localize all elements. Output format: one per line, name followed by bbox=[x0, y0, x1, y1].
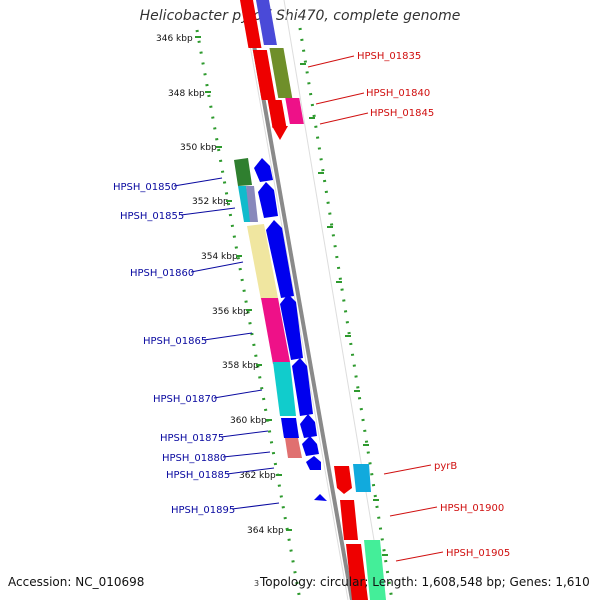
gene-hpsh-01905[interactable] bbox=[346, 544, 368, 600]
gene-hpsh-01860-b[interactable] bbox=[266, 220, 294, 298]
leader-line bbox=[220, 430, 269, 438]
scale-ticks: 346 kbp 348 kbp 350 kbp 352 kbp 354 kbp … bbox=[156, 34, 292, 536]
length-value: 1,608,548 bp; bbox=[421, 575, 506, 589]
leader-line bbox=[307, 55, 355, 68]
gene-label-hpsh-01850[interactable]: HPSH_01850 bbox=[113, 182, 177, 193]
gene-pyrb[interactable] bbox=[334, 466, 352, 494]
gene-hpsh-01865-b[interactable] bbox=[280, 294, 303, 360]
gene-hpsh-01845[interactable] bbox=[285, 98, 304, 124]
tick-label: 362 kbp bbox=[239, 471, 276, 481]
accession-info: Accession: NC_010698 bbox=[8, 575, 144, 589]
leader-line bbox=[315, 92, 365, 105]
gene-label-hpsh-01895[interactable]: HPSH_01895 bbox=[171, 505, 235, 516]
gene-pyrb-b[interactable] bbox=[353, 464, 371, 492]
leader-line bbox=[226, 467, 275, 475]
leader-line bbox=[383, 464, 432, 475]
tick-label: 356 kbp bbox=[212, 307, 249, 317]
gene-hpsh-01835-b[interactable] bbox=[269, 48, 293, 98]
gene-hpsh-01880-b[interactable] bbox=[302, 436, 319, 456]
tick-label: 346 kbp bbox=[156, 34, 193, 44]
gene-hpsh-01850[interactable] bbox=[234, 158, 252, 186]
genes-value: 1,610 bbox=[555, 575, 590, 589]
gene-hpsh-01855[interactable] bbox=[238, 186, 252, 222]
gene-hpsh-01875[interactable] bbox=[281, 418, 299, 438]
leader-line bbox=[222, 451, 271, 458]
diagram-title: Helicobacter pylori Shi470, complete gen… bbox=[139, 8, 461, 24]
gene-hpsh-01855-c[interactable] bbox=[258, 182, 278, 218]
gene-label-hpsh-01880[interactable]: HPSH_01880 bbox=[162, 453, 226, 464]
gene-hpsh-01855-b[interactable] bbox=[246, 186, 258, 222]
gene-hpsh-01895[interactable] bbox=[314, 494, 327, 501]
gene-hpsh-01830-b[interactable] bbox=[256, 0, 277, 45]
tick-label: 358 kbp bbox=[222, 361, 259, 371]
gene-label-hpsh-01845[interactable]: HPSH_01845 bbox=[370, 108, 434, 119]
gene-hpsh-01880[interactable] bbox=[285, 438, 302, 458]
gene-hpsh-01885[interactable] bbox=[306, 456, 321, 470]
topology-value: circular; bbox=[319, 575, 369, 589]
gene-hpsh-01900[interactable] bbox=[340, 500, 358, 540]
stray-tick-label: 3 bbox=[254, 579, 259, 588]
right-ticks bbox=[300, 63, 388, 556]
tick-label: 352 kbp bbox=[192, 197, 229, 207]
tick-label: 354 kbp bbox=[201, 252, 238, 262]
accession-label: Accession: bbox=[8, 575, 72, 589]
gene-hpsh-01845-arrow[interactable] bbox=[272, 126, 288, 140]
leader-line bbox=[319, 112, 369, 125]
reverse-strand-bottom bbox=[334, 464, 386, 600]
leader-line bbox=[173, 177, 223, 187]
track-edge-right bbox=[283, 0, 385, 600]
gene-hpsh-01870[interactable] bbox=[273, 362, 296, 416]
tick-label: 360 kbp bbox=[230, 416, 267, 426]
genes-label: Genes: bbox=[509, 575, 552, 589]
gene-hpsh-01875-b[interactable] bbox=[300, 414, 317, 438]
gene-label-hpsh-01840[interactable]: HPSH_01840 bbox=[366, 88, 430, 99]
gene-hpsh-01860[interactable] bbox=[247, 224, 278, 300]
tick-label: 348 kbp bbox=[168, 89, 205, 99]
leader-line bbox=[389, 506, 438, 517]
gene-label-hpsh-01855[interactable]: HPSH_01855 bbox=[120, 211, 184, 222]
tick-label: 364 kbp bbox=[247, 526, 284, 536]
gene-label-hpsh-01875[interactable]: HPSH_01875 bbox=[160, 433, 224, 444]
gene-label-hpsh-01860[interactable]: HPSH_01860 bbox=[130, 268, 194, 279]
forward-strand bbox=[234, 158, 327, 501]
gene-hpsh-01840[interactable] bbox=[267, 100, 287, 128]
gene-label-hpsh-01865[interactable]: HPSH_01865 bbox=[143, 336, 207, 347]
gene-label-hpsh-01905[interactable]: HPSH_01905 bbox=[446, 548, 510, 559]
gene-hpsh-01850-b[interactable] bbox=[254, 158, 273, 182]
gene-label-hpsh-01870[interactable]: HPSH_01870 bbox=[153, 394, 217, 405]
gene-hpsh-01830[interactable] bbox=[240, 0, 262, 48]
gene-hpsh-01870-b[interactable] bbox=[292, 358, 313, 416]
genome-summary: Topology: circular; Length: 1,608,548 bp… bbox=[260, 575, 590, 589]
leader-line bbox=[180, 207, 236, 216]
track-edge-left bbox=[241, 0, 349, 600]
leader-line bbox=[231, 502, 280, 510]
tick-label: 350 kbp bbox=[180, 143, 217, 153]
leader-line bbox=[395, 551, 444, 562]
leader-line bbox=[190, 261, 244, 273]
reverse-strand-top bbox=[240, 0, 304, 128]
gene-hpsh-01835[interactable] bbox=[252, 50, 276, 100]
right-gene-labels: HPSH_01835 HPSH_01840 HPSH_01845 pyrB HP… bbox=[307, 51, 510, 562]
gene-label-hpsh-01835[interactable]: HPSH_01835 bbox=[357, 51, 421, 62]
gene-hpsh-01905-b[interactable] bbox=[364, 540, 386, 600]
gene-label-pyrb[interactable]: pyrB bbox=[434, 461, 457, 472]
leader-line bbox=[213, 389, 263, 399]
gene-hpsh-01865[interactable] bbox=[261, 298, 290, 364]
accession-value: NC_010698 bbox=[75, 575, 145, 589]
leader-line bbox=[203, 332, 253, 341]
length-label: Length: bbox=[372, 575, 418, 589]
gene-label-hpsh-01900[interactable]: HPSH_01900 bbox=[440, 503, 504, 514]
left-gene-labels: HPSH_01850 HPSH_01855 HPSH_01860 HPSH_01… bbox=[113, 177, 280, 516]
topology-label: Topology: bbox=[260, 575, 317, 589]
gene-label-hpsh-01885[interactable]: HPSH_01885 bbox=[166, 470, 230, 481]
